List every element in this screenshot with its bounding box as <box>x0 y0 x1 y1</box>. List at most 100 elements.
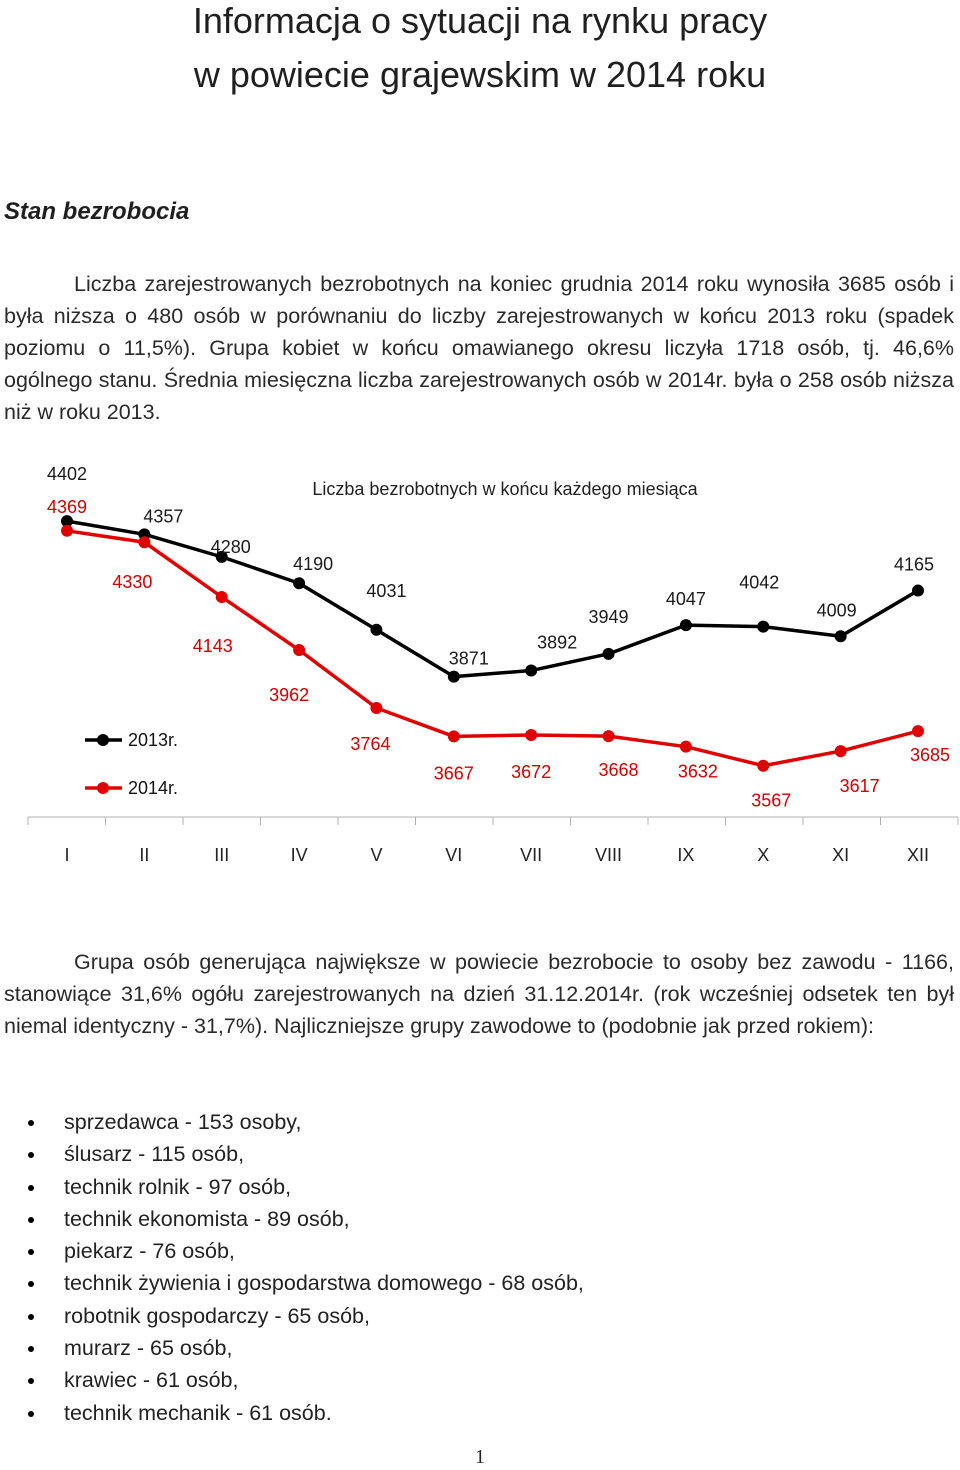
x-tick-label: I <box>64 845 69 865</box>
x-tick-label: XI <box>832 845 849 865</box>
document-title-line-2: w powiecie grajewskim w 2014 roku <box>193 54 767 95</box>
data-label: 4357 <box>143 506 183 526</box>
occupation-item-text: technik ekonomista - 89 osób, <box>64 1206 350 1231</box>
data-label: 3871 <box>449 649 489 669</box>
bullet-icon <box>28 1184 34 1191</box>
occupation-item-text: krawiec - 61 osób, <box>64 1368 239 1393</box>
data-point <box>602 647 615 660</box>
x-tick-label: VI <box>445 845 462 865</box>
data-point <box>61 515 73 528</box>
data-point <box>679 619 692 632</box>
data-point <box>834 630 847 643</box>
data-label: 4031 <box>366 581 406 601</box>
data-point <box>293 577 306 590</box>
data-label: 4402 <box>47 465 87 484</box>
occupation-paragraph: Grupa osób generująca największe w powie… <box>4 946 954 1042</box>
data-point <box>215 550 228 563</box>
x-tick-label: V <box>370 845 382 865</box>
data-point <box>912 584 924 597</box>
occupation-list: sprzedawca - 153 osoby, ślusarz - 115 osó… <box>20 1106 584 1429</box>
data-label: 4143 <box>193 636 233 656</box>
x-tick-label: III <box>214 845 229 865</box>
x-tick-label: VIII <box>595 845 622 865</box>
occupation-item: ślusarz - 115 osób, <box>20 1138 584 1170</box>
occupation-item: technik ekonomista - 89 osób, <box>20 1203 584 1235</box>
occupation-item: sprzedawca - 153 osoby, <box>20 1106 584 1138</box>
data-point <box>525 664 538 677</box>
occupation-item: murarz - 65 osób, <box>20 1332 584 1364</box>
occupation-item: technik rolnik - 97 osób, <box>20 1171 584 1203</box>
occupation-item-text: piekarz - 76 osób, <box>64 1239 235 1264</box>
data-label: 3672 <box>511 762 551 782</box>
data-point <box>525 728 538 741</box>
data-point <box>61 524 73 537</box>
x-tick-label: X <box>757 845 769 865</box>
occupation-item: krawiec - 61 osób, <box>20 1364 584 1396</box>
occupation-item-text: murarz - 65 osób, <box>64 1336 233 1361</box>
bullet-icon <box>28 1216 34 1223</box>
x-tick-label: VII <box>520 845 542 865</box>
x-tick-label: IX <box>677 845 694 865</box>
data-point <box>912 725 924 738</box>
data-point <box>293 644 306 657</box>
data-label: 3617 <box>840 776 880 796</box>
data-point <box>447 730 460 743</box>
legend-label: 2014r. <box>128 778 178 798</box>
data-label: 4280 <box>211 537 251 557</box>
data-label: 4009 <box>817 600 857 620</box>
occupation-item: technik mechanik - 61 osób. <box>20 1397 584 1429</box>
data-label: 4330 <box>112 572 152 592</box>
occupation-item-text: technik rolnik - 97 osób, <box>64 1174 292 1199</box>
occupation-item: robotnik gospodarczy - 65 osób, <box>20 1300 584 1332</box>
data-label: 3962 <box>269 685 309 705</box>
intro-paragraph: Liczba zarejestrowanych bezrobotnych na … <box>4 268 954 428</box>
data-label: 3764 <box>350 734 390 754</box>
x-tick-label: IV <box>291 845 308 865</box>
data-label: 3949 <box>589 607 629 627</box>
data-point <box>370 623 383 636</box>
data-point <box>757 620 770 633</box>
data-point <box>679 740 692 753</box>
bullet-icon <box>28 1410 34 1417</box>
data-label: 3668 <box>599 760 639 780</box>
data-label: 3632 <box>678 762 718 782</box>
series-line <box>66 519 919 679</box>
data-point <box>447 670 460 683</box>
data-point <box>370 702 383 715</box>
bullet-icon <box>28 1152 34 1159</box>
bullet-icon <box>28 1281 34 1288</box>
occupation-item-text: robotnik gospodarczy - 65 osób, <box>64 1303 370 1328</box>
document-title-line-1: Informacja o sytuacji na rynku pracy <box>192 0 768 41</box>
bullet-icon <box>28 1120 34 1126</box>
occupation-item-text: technik mechanik - 61 osób. <box>64 1400 332 1425</box>
data-point <box>757 759 770 772</box>
data-label: 4165 <box>894 555 934 575</box>
intro-paragraph-text: Liczba zarejestrowanych bezrobotnych na … <box>4 272 954 424</box>
legend-label: 2013r. <box>128 730 178 750</box>
bullet-icon <box>28 1313 34 1320</box>
unemployment-line-chart: Liczba bezrobotnych w końcu każdego mies… <box>27 465 959 865</box>
data-label: 3892 <box>537 633 577 653</box>
data-point <box>834 745 847 758</box>
occupation-item-text: technik żywienia i gospodarstwa domowego… <box>64 1271 584 1296</box>
occupation-paragraph-text: Grupa osób generująca największe w powie… <box>4 950 954 1038</box>
section-heading: Stan bezrobocia <box>4 198 190 225</box>
page-number: 1 <box>475 1446 485 1468</box>
data-label: 4190 <box>293 554 333 574</box>
occupation-item-text: sprzedawca - 153 osoby, <box>64 1110 302 1134</box>
data-label: 3567 <box>751 791 791 811</box>
occupation-item: piekarz - 76 osób, <box>20 1235 584 1267</box>
series-line <box>66 529 919 768</box>
legend-marker <box>97 734 109 746</box>
data-label: 4047 <box>666 589 706 609</box>
data-point <box>602 730 615 743</box>
data-label: 3667 <box>434 763 474 783</box>
chart-title: Liczba bezrobotnych w końcu każdego mies… <box>312 479 698 499</box>
bullet-icon <box>28 1249 34 1256</box>
occupation-item: technik żywienia i gospodarstwa domowego… <box>20 1267 584 1299</box>
occupation-item-text: ślusarz - 115 osób, <box>64 1142 245 1167</box>
bullet-icon <box>28 1346 34 1353</box>
data-label: 3685 <box>910 745 950 765</box>
data-point <box>215 591 228 603</box>
bullet-icon <box>28 1378 34 1385</box>
